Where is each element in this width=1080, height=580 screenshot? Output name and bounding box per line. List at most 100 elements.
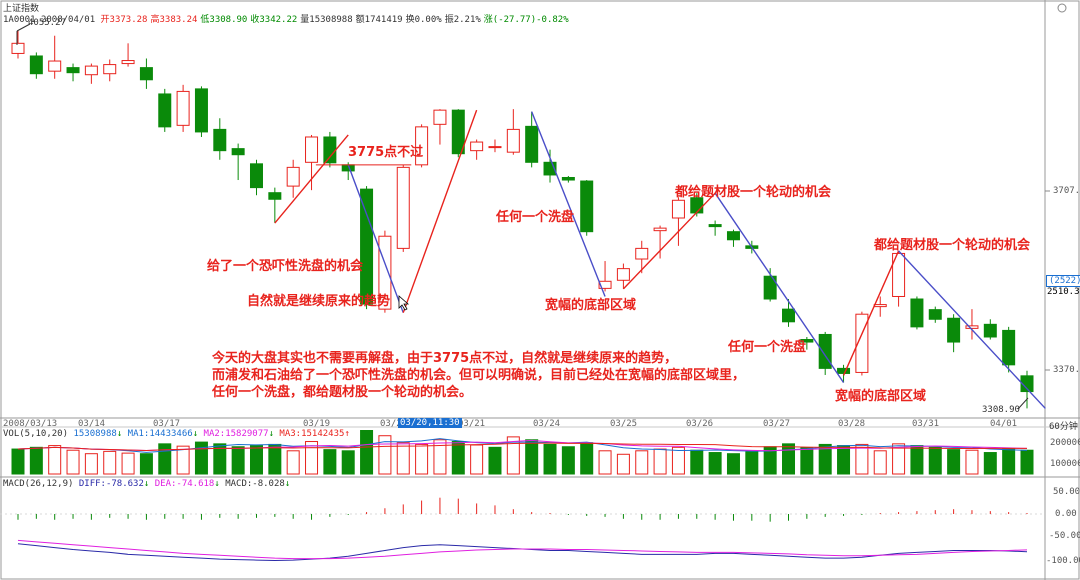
candle — [892, 252, 906, 297]
candle — [800, 339, 814, 343]
trend-line — [842, 250, 900, 376]
volume-bar — [66, 449, 80, 475]
macd-dea: DEA:-74.618 — [154, 479, 215, 489]
candle — [103, 64, 117, 75]
volume-bar — [910, 445, 924, 475]
volume-ma3: MA3:15142435 — [279, 429, 345, 439]
trend-line — [622, 192, 716, 290]
candle — [305, 136, 319, 163]
candle — [1002, 329, 1016, 366]
macd-diff: DIFF:-78.632 — [78, 479, 144, 489]
commentary-line-1: 今天的大盘其实也不需要再解盘，由于3775点不过，自然就是继续原来的趋势， — [212, 351, 678, 366]
candle — [451, 109, 465, 155]
volume-bar — [800, 447, 814, 475]
volume-axis-100000: 100000 — [1050, 459, 1080, 469]
date-label-0324: 03/24 — [533, 419, 561, 429]
candle — [66, 67, 80, 74]
candle — [488, 146, 502, 149]
candle — [176, 90, 190, 126]
candle — [598, 280, 612, 289]
volume-ma1: MA1:14433466 — [127, 429, 193, 439]
candle — [616, 268, 630, 281]
candle — [928, 309, 942, 320]
volume-bar — [415, 443, 429, 475]
volume-bar — [323, 449, 337, 475]
volume-bar — [213, 443, 227, 475]
period-label[interactable]: 60分钟 — [1049, 422, 1078, 432]
volume-bar — [488, 446, 502, 475]
max-value-label: 4055.27 — [28, 18, 66, 28]
volume-bar — [616, 453, 630, 475]
annotation-scare-washout: 给了一个恐吓性洗盘的机会 — [207, 259, 364, 274]
volume-bar — [782, 443, 796, 475]
macd-title: MACD(26,12,9) — [3, 479, 74, 489]
candle — [671, 199, 685, 219]
volume-bar — [1020, 449, 1034, 475]
scroll-indicator-icon[interactable] — [1057, 3, 1067, 13]
candle — [1020, 375, 1034, 393]
candle — [690, 197, 704, 214]
volume-bar — [947, 449, 961, 475]
macd-axis-0: 0.00 — [1055, 509, 1077, 519]
volume-bar — [892, 443, 906, 475]
volume-bar — [635, 450, 649, 475]
volume-bar — [928, 446, 942, 475]
volume-bar — [506, 436, 520, 475]
candle — [268, 192, 282, 200]
annotation-3775: 3775点不过 — [348, 145, 424, 160]
candle — [470, 141, 484, 152]
volume-bar — [451, 441, 465, 475]
quote-8: 涨(-27.77)-0.82% — [483, 15, 569, 25]
volume-bar — [561, 446, 575, 475]
date-label-0401: 04/01 — [990, 419, 1018, 429]
candle — [837, 367, 851, 374]
volume-bar — [873, 450, 887, 475]
trend-lines — [274, 109, 1046, 409]
date-label-0314: 03/14 — [78, 419, 106, 429]
index-title: 上证指数 — [3, 4, 40, 14]
candlestick-series — [11, 30, 1034, 409]
volume-bar — [671, 446, 685, 475]
vol-ma3-line — [17, 442, 1028, 452]
commentary-paragraph: 今天的大盘其实也不需要再解盘，由于3775点不过，自然就是继续原来的趋势， 而浦… — [212, 350, 745, 401]
macd-axis-50: 50.00 — [1053, 487, 1080, 497]
trend-line — [531, 111, 606, 297]
cursor-date-label: 03/20,11:30 — [398, 418, 462, 428]
quote-3: 收3342.22 — [250, 15, 298, 25]
volume-bar — [341, 450, 355, 475]
macd-header: MACD(26,12,9) DIFF:-78.632↓ DEA:-74.618↓… — [3, 479, 291, 489]
volume-bar — [708, 452, 722, 475]
date-label-0319: 03/19 — [303, 419, 331, 429]
candle — [121, 60, 135, 65]
candle — [910, 298, 924, 328]
volume-bar — [855, 443, 869, 475]
candle — [194, 88, 208, 133]
candle — [873, 304, 887, 308]
price-label-3707: 3707. — [1053, 186, 1080, 196]
volume-bar — [176, 445, 190, 475]
candle — [415, 126, 429, 166]
date-label-0317: 03/17 — [153, 419, 181, 429]
candle — [249, 163, 263, 189]
candle — [84, 65, 98, 76]
annotation-bottom-zone-2: 宽幅的底部区域 — [835, 389, 927, 404]
candle — [653, 227, 667, 232]
volume-bar — [598, 450, 612, 475]
date-label-0321: 03/21 — [458, 419, 486, 429]
max-marker-leader — [16, 23, 31, 32]
candle — [158, 93, 172, 128]
candle — [433, 109, 447, 125]
volume-bar — [525, 439, 539, 475]
volume-bar — [378, 435, 392, 475]
volume-ma2: MA2:15829077 — [203, 429, 269, 439]
quote-7: 振2.21% — [444, 15, 481, 25]
trend-line — [274, 134, 349, 224]
candle — [396, 166, 410, 249]
volume-bar — [11, 448, 25, 475]
volume-bar — [543, 443, 557, 475]
volume-bar — [231, 446, 245, 475]
trend-line — [898, 250, 1046, 409]
volume-bar — [653, 448, 667, 475]
quote-1: 高3383.24 — [150, 15, 198, 25]
